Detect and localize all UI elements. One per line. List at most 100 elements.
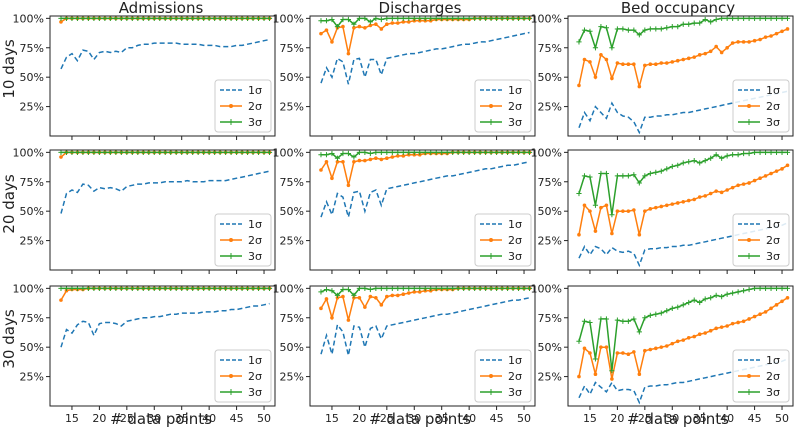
- series-3-sigma-point: [477, 149, 483, 155]
- series-2-sigma-point: [324, 28, 329, 32]
- series-3-sigma-point: [367, 286, 373, 293]
- panel-10-days-admissions: 25% 50% 75% 100% 1σ 2σ 3σ: [13, 12, 276, 140]
- series-3-sigma-point: [129, 149, 135, 155]
- series-2-sigma-point: [401, 154, 406, 158]
- series-3-sigma-point: [80, 285, 86, 291]
- legend: 1σ 2σ 3σ: [474, 213, 532, 267]
- series-3-sigma-point: [96, 15, 102, 21]
- series-3-sigma-point: [195, 15, 201, 21]
- series-2-sigma-point: [59, 155, 63, 159]
- series-3-sigma-point: [625, 173, 631, 179]
- series-3-sigma-point: [384, 149, 390, 155]
- series-3-sigma-point: [129, 285, 135, 291]
- x-tick-label: 45: [230, 412, 244, 425]
- series-3-sigma-point: [730, 152, 736, 158]
- legend-box: [474, 213, 532, 267]
- series-3-sigma-point: [58, 285, 64, 291]
- series-3-sigma-point: [318, 152, 324, 158]
- series-3-sigma-point: [526, 285, 533, 291]
- series-3-sigma-point: [642, 315, 648, 321]
- series-3-sigma-point: [493, 15, 500, 21]
- series-3-sigma-point: [614, 317, 620, 323]
- col-title-discharges: Discharges: [379, 0, 462, 17]
- series-3-sigma-point: [510, 15, 516, 21]
- series-3-sigma-point: [504, 15, 511, 21]
- y-tick-label: 75%: [538, 42, 562, 55]
- series-3-sigma-point: [762, 15, 769, 21]
- series-2-sigma-point: [719, 325, 724, 329]
- series-2-sigma-point: [785, 163, 790, 168]
- series-2-sigma-point: [357, 158, 362, 163]
- series-3-sigma-point: [223, 285, 229, 291]
- series-2-sigma-point: [59, 298, 63, 302]
- series-2-sigma-point: [379, 157, 384, 162]
- series-2-sigma-point: [675, 58, 680, 63]
- series-3-sigma-point: [433, 15, 439, 21]
- series-3-sigma-point: [184, 285, 190, 291]
- series-2-sigma-point: [664, 61, 669, 65]
- legend-label: 2σ: [508, 370, 522, 383]
- series-3-sigma-point: [74, 149, 81, 155]
- x-tick-label: 25: [638, 412, 652, 425]
- series-2-sigma-point: [774, 31, 779, 36]
- y-tick-label: 100%: [273, 282, 304, 295]
- series-2-sigma-point: [385, 22, 389, 27]
- series-3-sigma-point: [768, 15, 774, 21]
- series-3-sigma-point: [195, 285, 201, 291]
- series-3-sigma-point: [521, 15, 527, 21]
- series-3-sigma-point: [499, 149, 505, 155]
- series-3-sigma-point: [697, 20, 703, 26]
- row-label-20-days: 20 days: [0, 174, 18, 233]
- series-2-sigma-point: [363, 25, 367, 30]
- series-3-sigma-point: [691, 297, 697, 303]
- series-2-sigma-point: [725, 188, 729, 192]
- series-3-sigma-point: [168, 15, 174, 21]
- x-tick-label: 35: [693, 412, 707, 425]
- series-2-sigma-point: [758, 37, 762, 42]
- series-3-sigma-point: [483, 285, 489, 291]
- legend-marker: [488, 389, 494, 395]
- series-3-sigma-point: [686, 159, 692, 165]
- series-2-sigma-point: [593, 372, 598, 377]
- series-2-sigma-point: [686, 198, 691, 203]
- legend: 1σ 2σ 3σ: [474, 349, 532, 403]
- series-2-sigma-point: [708, 49, 713, 54]
- series-3-sigma-point: [124, 149, 130, 155]
- x-tick-label: 25: [120, 412, 134, 425]
- series-3-sigma-point: [620, 318, 626, 324]
- y-tick-label: 50%: [538, 71, 562, 84]
- series-3-sigma-point: [400, 285, 406, 291]
- y-tick-label: 50%: [280, 341, 304, 354]
- series-3-sigma-point: [422, 15, 428, 21]
- legend-marker: [746, 389, 752, 395]
- series-2-sigma-point: [785, 27, 790, 31]
- series-3-sigma-point: [466, 149, 472, 155]
- y-tick-label: 75%: [20, 312, 44, 325]
- series-3-sigma-point: [91, 285, 97, 291]
- series-3-sigma-point: [702, 16, 708, 23]
- series-3-sigma-point: [190, 15, 196, 21]
- series-3-sigma-point: [201, 15, 207, 21]
- series-3-sigma-point: [406, 285, 412, 291]
- series-3-sigma-point: [212, 15, 218, 21]
- series-3-sigma-point: [702, 296, 708, 302]
- series-3-sigma-point: [510, 149, 516, 155]
- series-3-sigma-point: [713, 292, 719, 299]
- series-3-sigma-point: [261, 285, 267, 291]
- y-tick-label: 25%: [280, 371, 304, 384]
- series-3-sigma-point: [340, 16, 346, 23]
- series-3-sigma-point: [400, 149, 406, 155]
- series-2-sigma-point: [379, 303, 384, 307]
- series-3-sigma-point: [217, 15, 223, 21]
- series-3-sigma-point: [362, 15, 368, 21]
- series-2-sigma-point: [621, 209, 625, 213]
- series-2-sigma-point: [604, 203, 609, 208]
- series-2-sigma-point: [632, 350, 636, 354]
- series-2-sigma-point: [406, 291, 411, 295]
- series-2-sigma-point: [588, 209, 592, 213]
- series-3-sigma-point: [499, 15, 505, 21]
- series-3-sigma-point: [318, 289, 324, 295]
- series-2-sigma-point: [401, 292, 406, 297]
- series-3-sigma-point: [472, 15, 478, 21]
- legend-box: [732, 349, 790, 403]
